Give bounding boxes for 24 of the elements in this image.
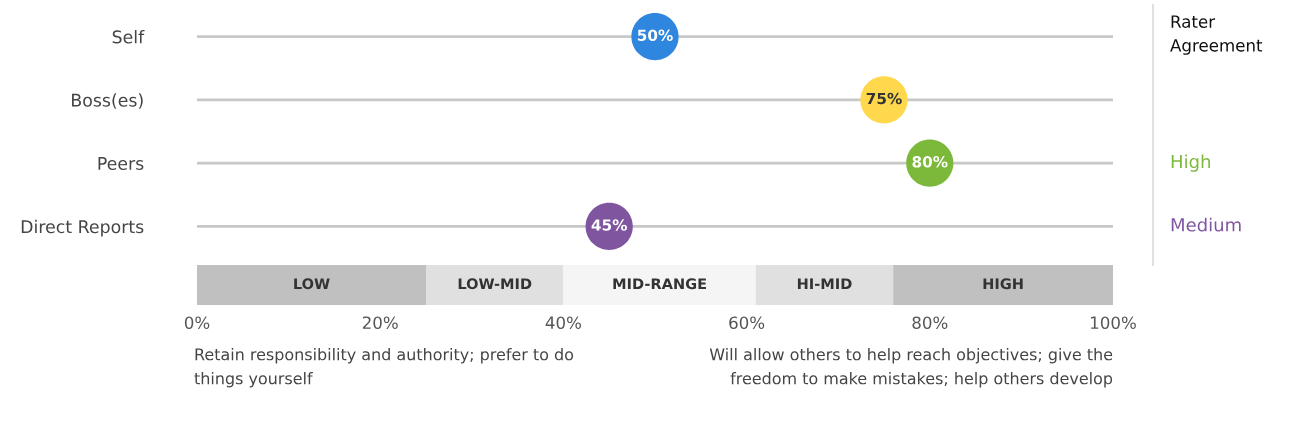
text: High [1171,154,1210,172]
data-label: 50% [637,29,673,42]
band-label: HI-MID [797,278,852,290]
x-tick-label: 60% [729,316,765,330]
x-tick-label: 20% [362,316,398,330]
text: Will allow others to help reach objectives; give the freedom to make mistakes; help others develop [709,348,1113,388]
data-label: 80% [912,156,948,168]
y-tick-label: Boss(es) [72,93,143,109]
text: Medium [1171,217,1241,232]
y-tick-label: Self [112,30,145,44]
band-label: LOW-MID [458,278,532,290]
text: Retain responsibility and authority; prefer to do things yourself [194,348,574,388]
legend-title: Rater Agreement [1170,15,1263,55]
y-tick-label: Peers [98,157,144,170]
data-label: 75% [866,92,902,105]
band-label: MID-RANGE [613,278,707,290]
x-tick-label: 100% [1091,316,1136,330]
y-tick-label: Direct Reports [21,219,144,237]
x-tick-label: 80% [912,316,948,330]
band-label: LOW [294,278,330,290]
x-tick-label: 0% [184,316,210,330]
band-label: HIGH [983,278,1023,290]
data-label: 45% [591,219,627,231]
x-tick-label: 40% [545,316,581,330]
